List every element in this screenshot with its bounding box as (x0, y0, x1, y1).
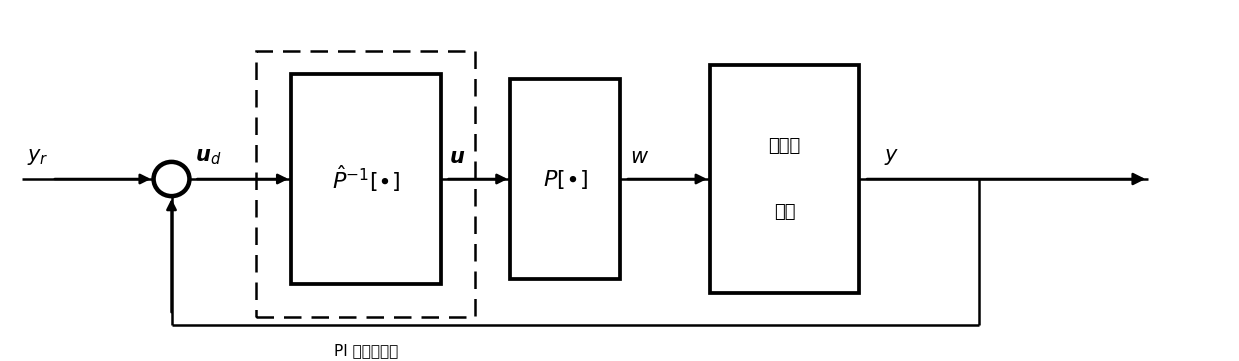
Bar (256, 51, 476, 317)
Text: $w$: $w$ (629, 147, 649, 167)
Text: $\boldsymbol{u}$: $\boldsymbol{u}$ (449, 147, 465, 167)
Text: $\hat{P}^{-1}[\bullet]$: $\hat{P}^{-1}[\bullet]$ (332, 164, 400, 194)
Text: 非线性: 非线性 (768, 137, 800, 155)
Text: $\boldsymbol{u}_d$: $\boldsymbol{u}_d$ (196, 147, 222, 167)
Bar (510, 79, 620, 279)
Text: $y$: $y$ (885, 147, 900, 167)
Bar (710, 65, 859, 293)
Bar (291, 74, 441, 284)
Text: 系统: 系统 (773, 203, 795, 221)
Text: $P[\bullet]$: $P[\bullet]$ (543, 168, 587, 191)
Text: PI 模型逆估计: PI 模型逆估计 (333, 344, 398, 358)
Text: $y_r$: $y_r$ (27, 147, 48, 167)
